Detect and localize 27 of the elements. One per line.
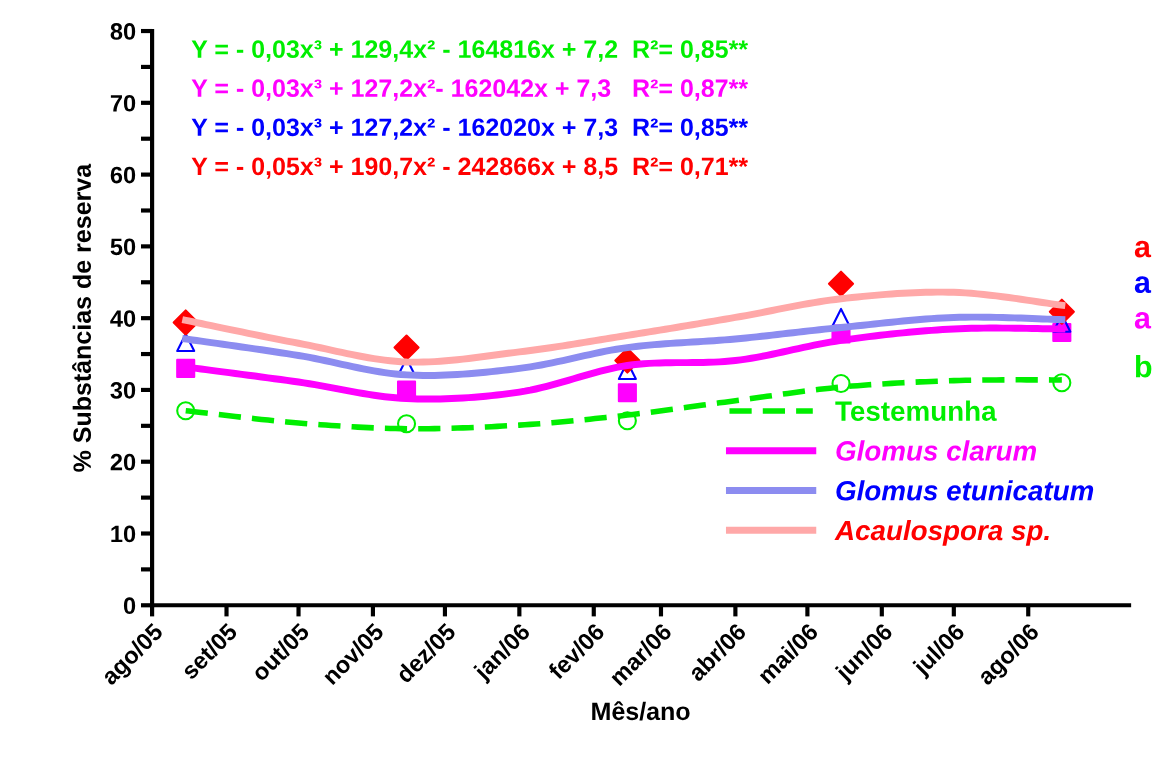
annotation: Y = - 0,03x³ + 129,4x² - 164816x + 7,2 R²= 0,85** <box>191 40 749 62</box>
point <box>393 334 420 361</box>
text: a <box>1134 311 1152 329</box>
annotation: Y = - 0,03x³ + 127,2x² - 162020x + 7,3 R²= 0,85** <box>191 118 749 140</box>
y-tick-label: 60 <box>110 166 136 184</box>
point <box>617 383 637 403</box>
x-axis-title: Mês/ano <box>592 701 690 721</box>
legend-label: Glomus etunicatum <box>836 480 1094 501</box>
annotation: Y = - 0,03x³ + 127,2x²- 162042x + 7,3 R²= 0,87** <box>191 79 749 101</box>
y-tick-label: 0 <box>123 597 136 615</box>
text: b <box>1135 355 1152 378</box>
y-tick-label: 80 <box>110 23 136 40</box>
y-tick-label: 70 <box>110 94 136 112</box>
legend-label: Acaulospora sp. <box>834 519 1049 546</box>
y-tick-label: 50 <box>110 238 136 256</box>
y-axis-title: % Substâncias de reserva <box>72 163 92 472</box>
annotation: Y = - 0,05x³ + 190,7x² - 242866x + 8,5 R²= 0,71** <box>191 157 749 179</box>
text: a <box>1134 276 1152 294</box>
legend-label: Testemunha <box>835 400 997 421</box>
point <box>827 270 855 297</box>
point <box>176 333 196 353</box>
y-tick-label: 40 <box>110 310 136 327</box>
y-tick-label: 10 <box>111 525 136 543</box>
text: a <box>1134 240 1152 258</box>
y-tick-label: 20 <box>110 453 136 471</box>
legend-label: Glomus clarum <box>836 440 1037 461</box>
y-tick-label: 30 <box>110 382 136 399</box>
